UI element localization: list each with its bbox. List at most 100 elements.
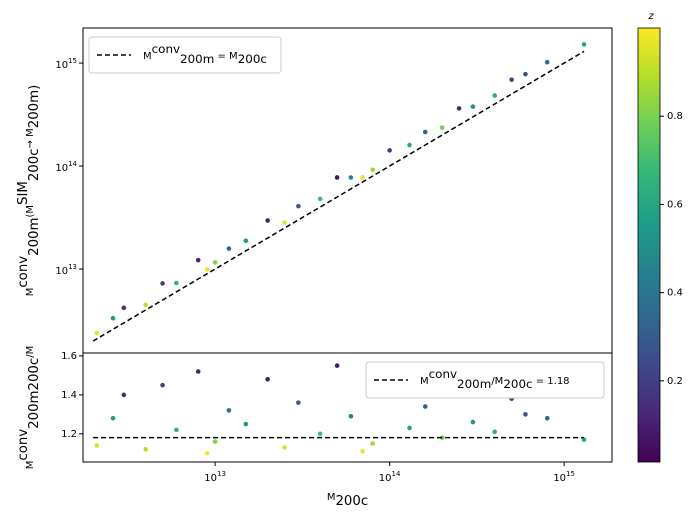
point — [243, 421, 249, 427]
text-part: 10 — [55, 163, 68, 174]
y-tick-label: 1015 — [55, 57, 77, 71]
legend-box — [88, 36, 282, 74]
point — [348, 175, 354, 180]
point — [470, 104, 476, 109]
point — [581, 42, 587, 47]
point — [195, 369, 201, 374]
point — [407, 425, 412, 431]
point — [407, 142, 412, 148]
text-part: 200c — [27, 148, 42, 181]
point — [370, 167, 376, 173]
point — [317, 431, 323, 437]
text-part: M — [25, 288, 36, 297]
colorbar-tick-label: 0.2 — [667, 376, 683, 387]
text-part: conv — [152, 42, 180, 56]
text-part: M — [420, 376, 429, 387]
colorbar — [637, 27, 661, 463]
text-part: conv — [429, 367, 457, 381]
point — [226, 246, 232, 251]
text-part: M — [327, 492, 336, 503]
y-axis-label: Mconv200m(MSIM200c→ M200m) — [16, 85, 42, 297]
point — [94, 443, 100, 448]
point — [492, 93, 498, 98]
text-part: 200c — [27, 358, 42, 391]
point — [296, 400, 301, 405]
text-part: 200m — [27, 218, 42, 256]
point — [160, 382, 165, 388]
text-part: conv — [16, 429, 31, 461]
point — [195, 257, 201, 263]
point — [110, 315, 116, 321]
y-tick-label: 1.4 — [61, 390, 77, 401]
point — [282, 445, 287, 450]
axes-frame — [82, 352, 613, 463]
point — [204, 450, 210, 456]
point — [174, 427, 179, 433]
text-part: conv — [16, 256, 31, 288]
point — [110, 415, 116, 421]
text-part: 10 — [55, 60, 68, 71]
text-part: 200c — [335, 494, 368, 509]
point — [360, 175, 365, 180]
text-part: 200c — [503, 377, 532, 391]
point — [470, 419, 476, 425]
text-part: SIM — [16, 181, 31, 205]
colorbar-tick-label: 0.6 — [667, 199, 683, 210]
text-part: → M — [25, 128, 36, 148]
point — [439, 435, 445, 440]
point — [265, 376, 270, 382]
legend-label: Mconv200m/M200c = 1.18 — [420, 367, 570, 391]
point — [160, 281, 165, 286]
point — [439, 125, 445, 130]
point — [422, 129, 428, 135]
point — [265, 218, 270, 223]
x-tick-label: 1013 — [204, 470, 226, 484]
legend-box — [365, 361, 605, 399]
point — [509, 77, 514, 82]
point — [581, 437, 587, 442]
plot-area — [83, 28, 612, 353]
text-part: 13 — [68, 263, 77, 271]
text-part: (M — [25, 205, 36, 218]
point — [282, 220, 287, 225]
legend-label: Mconv200m = M200c — [143, 42, 267, 66]
text-part: 200m) — [27, 85, 42, 129]
colorbar-tick-label: 0.4 — [667, 288, 683, 299]
point — [523, 412, 528, 417]
point — [226, 408, 232, 413]
point — [523, 71, 528, 77]
point — [544, 59, 550, 65]
text-part: 200c — [238, 52, 267, 66]
text-part: 14 — [392, 470, 401, 478]
point — [544, 415, 550, 421]
text-part: 14 — [68, 160, 77, 168]
point — [422, 404, 428, 409]
point — [94, 330, 100, 336]
y-tick-label: 1014 — [55, 160, 77, 174]
colorbar-title: z — [647, 11, 654, 22]
point — [143, 302, 148, 308]
text-part: 10 — [553, 473, 566, 484]
text-part: /M — [491, 376, 503, 387]
x-tick-label: 1014 — [379, 470, 401, 484]
point — [121, 305, 127, 311]
y-tick-label: 1013 — [55, 263, 77, 277]
point — [174, 280, 179, 286]
text-part: 10 — [379, 473, 392, 484]
y-tick-label: 1.6 — [61, 351, 77, 362]
text-part: M — [25, 461, 36, 470]
colorbar-tick-label: 0.8 — [667, 111, 683, 122]
y-tick-label: 1.2 — [61, 429, 77, 440]
reference-line — [92, 50, 585, 342]
point — [334, 175, 340, 180]
point — [121, 392, 127, 398]
point — [212, 439, 218, 444]
point — [243, 238, 249, 244]
point — [456, 106, 462, 111]
text-part: 10 — [55, 266, 68, 277]
text-part: 15 — [68, 57, 77, 65]
point — [143, 447, 148, 452]
point — [334, 363, 340, 368]
text-part: /M — [25, 346, 36, 358]
